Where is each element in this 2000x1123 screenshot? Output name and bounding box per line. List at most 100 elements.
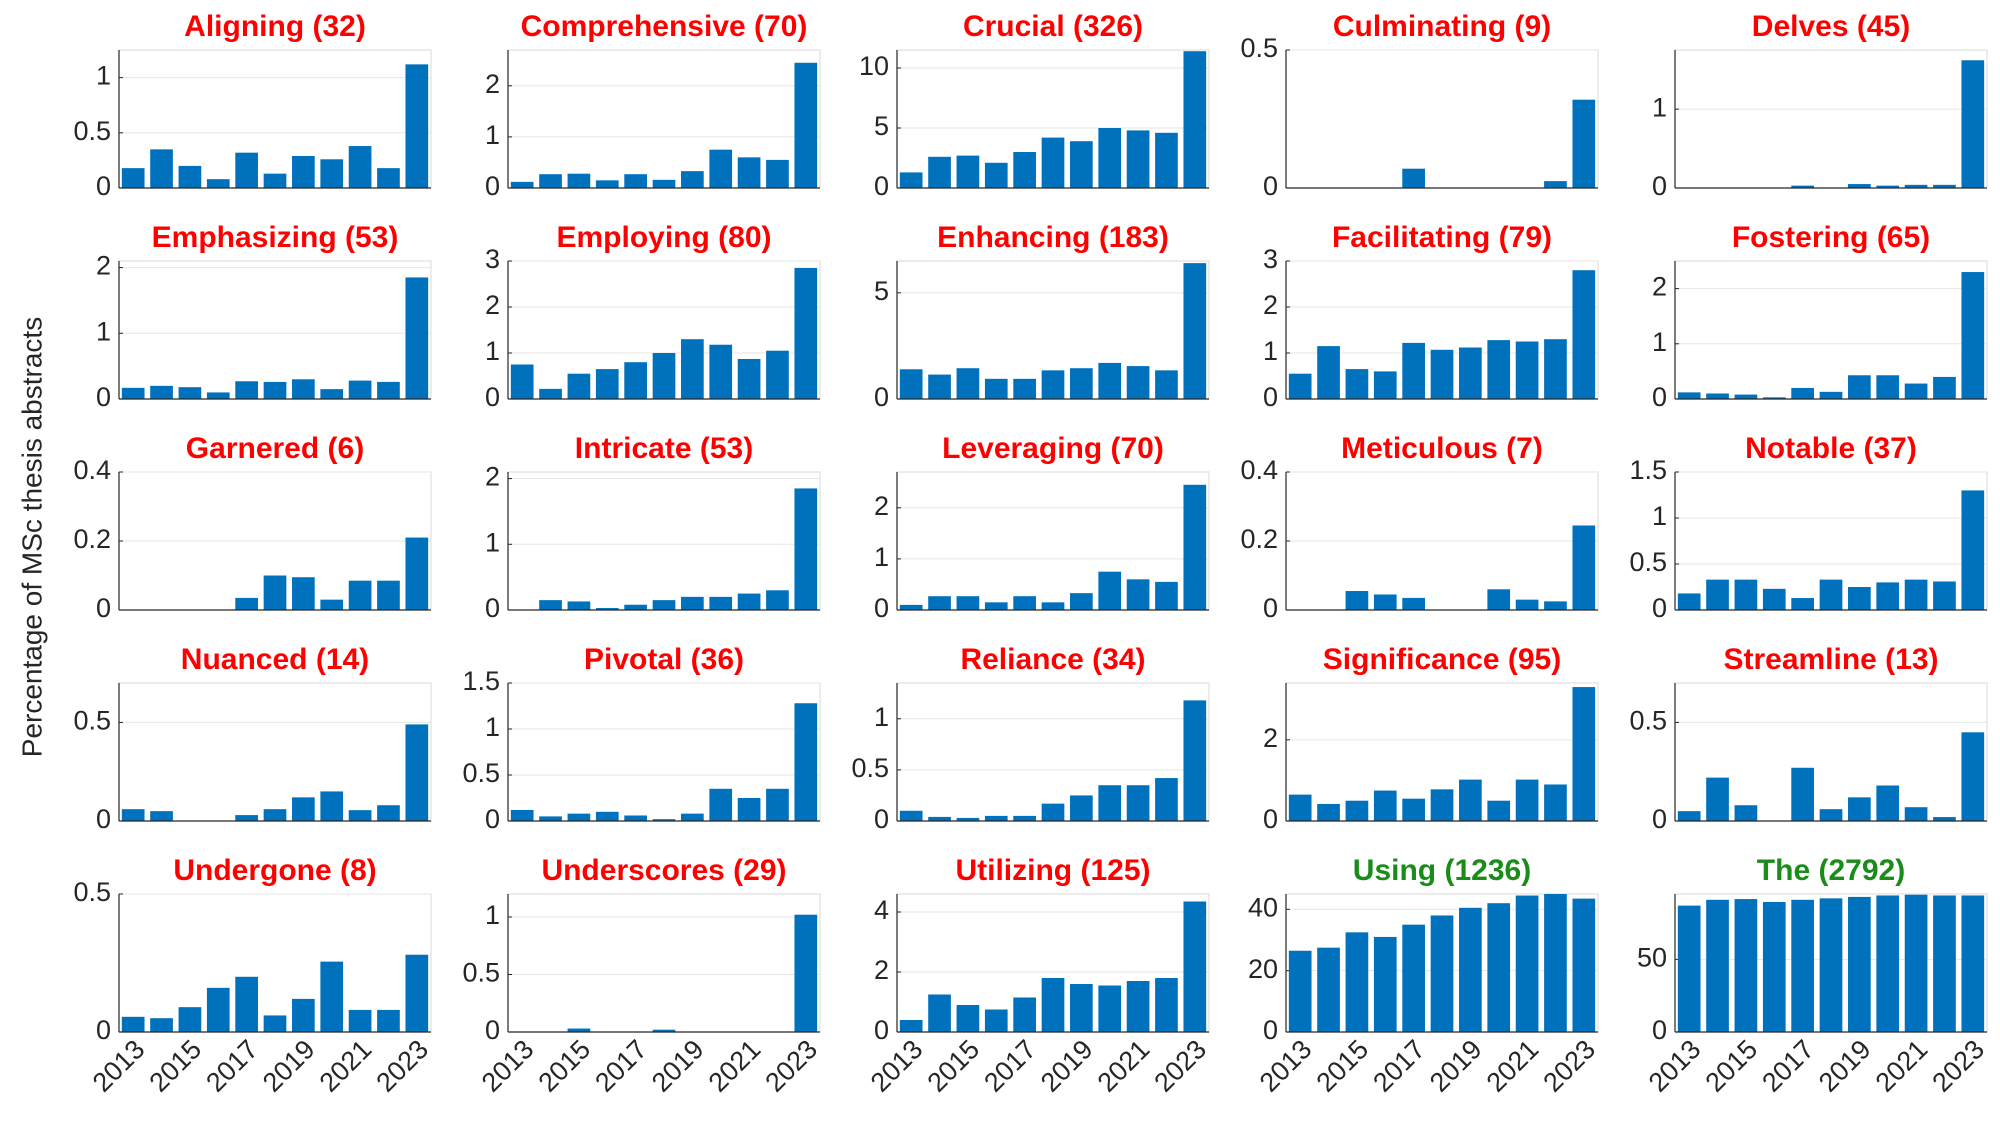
bar (709, 788, 733, 821)
y-tick-label: 0.5 (1629, 547, 1667, 577)
bar (681, 171, 704, 188)
bar (956, 817, 980, 821)
bar (1288, 373, 1312, 399)
bar (1734, 579, 1758, 610)
bar (1317, 803, 1340, 821)
bar (320, 961, 344, 1032)
bar (206, 392, 230, 399)
bar (1098, 785, 1122, 821)
bar (1041, 602, 1065, 610)
bar (1345, 369, 1369, 399)
bar (794, 703, 818, 821)
bar (1155, 978, 1178, 1032)
y-tick-label: 0 (96, 1015, 111, 1045)
y-tick-label: 0 (485, 593, 500, 623)
bar (794, 914, 818, 1032)
bar (1070, 795, 1093, 821)
bar (1819, 809, 1843, 821)
bar (1070, 593, 1093, 610)
bar (1961, 60, 1985, 188)
chart-title: Leveraging (70) (942, 432, 1164, 465)
bar (652, 179, 676, 188)
subplot: 0 1 2 Leveraging (70) (874, 432, 1210, 623)
y-tick-label: 0 (874, 593, 889, 623)
chart-title: Meticulous (7) (1341, 432, 1543, 465)
bar (1126, 366, 1150, 399)
bar (1126, 130, 1150, 188)
bar (595, 369, 619, 399)
y-tick-label: 1 (1652, 501, 1667, 531)
subplot: 0 1 2 Intricate (53) (485, 432, 821, 623)
bar (235, 152, 258, 188)
bar (1734, 899, 1758, 1032)
bar (263, 809, 287, 821)
bar (681, 813, 704, 821)
bar (206, 987, 230, 1032)
bar (1459, 347, 1482, 399)
y-tick-label: 10 (859, 51, 889, 81)
bar (377, 168, 400, 188)
subplot: 0 1 Delves (45) (1652, 10, 1988, 201)
bar (377, 381, 400, 399)
bar (263, 173, 287, 188)
bar (1515, 599, 1539, 610)
chart-title: Crucial (326) (963, 10, 1143, 43)
bar (1933, 581, 1956, 610)
bar (928, 374, 951, 399)
bar (539, 600, 562, 610)
bar (178, 1007, 202, 1032)
bar (1904, 184, 1928, 188)
bar (1430, 789, 1454, 821)
y-axis-label: Percentage of MSc thesis abstracts (16, 317, 47, 757)
bar (1013, 815, 1036, 821)
y-tick-label: 1 (485, 336, 500, 366)
bar (121, 168, 145, 188)
bar (595, 608, 619, 610)
chart-title: Aligning (32) (184, 10, 366, 43)
y-tick-label: 3 (485, 244, 500, 274)
bar (539, 174, 562, 188)
bar (1126, 785, 1150, 821)
subplot: 0 0.5 Streamline (13) (1629, 643, 1988, 834)
subplot: 0 0.2 0.4 Garnered (6) (73, 432, 432, 623)
bar (984, 815, 1008, 821)
subplot: 0 5 Enhancing (183) (874, 221, 1210, 412)
bar (595, 180, 619, 188)
y-tick-label: 0.5 (462, 958, 500, 988)
y-tick-label: 0 (485, 171, 500, 201)
bar (1572, 687, 1596, 821)
bar (1183, 51, 1207, 188)
y-tick-label: 0 (874, 1015, 889, 1045)
bar (567, 173, 591, 188)
plot-area (118, 893, 432, 1033)
y-tick-label: 0 (874, 382, 889, 412)
bar (1848, 797, 1871, 821)
bar (1933, 184, 1956, 188)
bar (377, 805, 400, 821)
y-tick-label: 1 (96, 316, 111, 346)
bar (1183, 901, 1207, 1032)
bar (1791, 598, 1814, 610)
bar (1876, 582, 1900, 610)
bar (899, 810, 923, 821)
bar (510, 809, 534, 821)
bar (320, 389, 344, 399)
bar (956, 368, 980, 399)
y-tick-label: 0.5 (462, 758, 500, 788)
bar (292, 379, 315, 399)
bar (1544, 894, 1567, 1032)
bar (405, 537, 429, 610)
subplot: 0 0.5 1 1.5 Notable (37) (1629, 432, 1988, 623)
y-tick-label: 1 (485, 120, 500, 150)
bar (652, 819, 676, 821)
chart-title: Reliance (34) (960, 643, 1145, 676)
bar (1933, 376, 1956, 399)
bar (709, 344, 733, 399)
bar (709, 149, 733, 188)
y-tick-label: 20 (1248, 954, 1278, 984)
bar (1459, 907, 1482, 1032)
subplot: 0 0.5 1 Aligning (32) (73, 10, 432, 201)
bar (1515, 779, 1539, 821)
y-tick-label: 1 (1263, 336, 1278, 366)
bar (766, 788, 789, 821)
